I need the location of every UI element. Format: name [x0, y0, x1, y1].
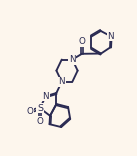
Text: N: N: [69, 55, 76, 64]
Text: N: N: [107, 32, 114, 41]
Text: N: N: [58, 77, 65, 86]
Text: O: O: [26, 107, 33, 116]
Text: S: S: [37, 104, 43, 113]
Text: O: O: [37, 117, 43, 126]
Text: O: O: [79, 37, 85, 46]
Text: N: N: [43, 92, 49, 101]
